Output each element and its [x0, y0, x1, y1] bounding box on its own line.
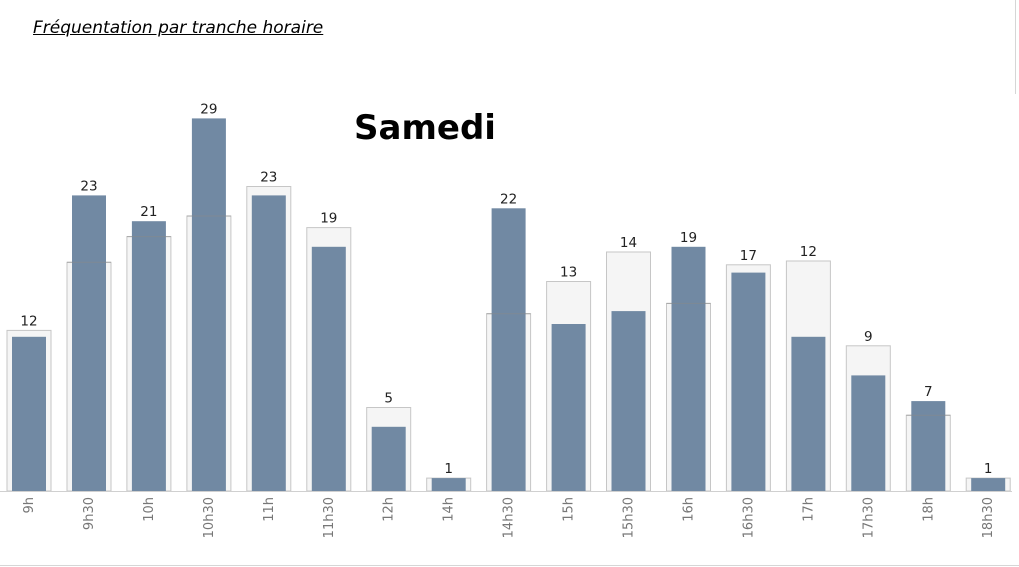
data-label: 17: [740, 248, 757, 264]
bar: [491, 208, 526, 492]
bottom-divider: [0, 565, 1019, 566]
x-tick-label: 17h30: [861, 497, 876, 538]
data-label: 19: [680, 230, 697, 246]
data-label: 14: [620, 235, 637, 251]
bar: [971, 478, 1006, 491]
bar: [311, 246, 346, 491]
x-tick-label: 11h30: [322, 497, 337, 538]
x-tick-label: 9h: [22, 497, 37, 514]
bars: [12, 118, 1006, 492]
bar: [251, 195, 286, 491]
bar: [791, 336, 826, 491]
x-tick-label: 17h: [801, 497, 816, 522]
data-label: 12: [20, 313, 37, 329]
data-label: 9: [864, 329, 873, 345]
data-label: 7: [924, 384, 933, 400]
x-tick-label: 18h: [921, 497, 936, 522]
chart-title: Samedi: [354, 108, 496, 148]
reference-lines: [67, 215, 951, 416]
data-label: 19: [320, 211, 337, 227]
data-label: 1: [444, 461, 453, 477]
x-tick-label: 10h30: [202, 497, 217, 538]
data-label: 12: [800, 244, 817, 260]
data-label: 29: [200, 101, 217, 117]
x-tick-label: 15h30: [622, 497, 637, 538]
x-tick-label: 15h: [562, 497, 577, 522]
x-tick-label: 14h30: [502, 497, 517, 538]
bar: [191, 118, 226, 492]
x-tick-labels: 9h 9h30 10h 10h30 11h 11h30 12h 14h 14h30 15h 15h3…: [0, 491, 1012, 538]
bar: [611, 311, 646, 491]
data-label: 21: [140, 204, 157, 220]
x-tick-label: 9h30: [82, 497, 97, 530]
bar: [371, 426, 406, 492]
bar: [12, 336, 46, 491]
x-tick-label: 14h: [442, 497, 457, 522]
bar: [551, 324, 586, 491]
x-tick-label: 12h: [382, 497, 397, 522]
bar: [131, 221, 166, 491]
data-label: 23: [260, 170, 277, 186]
data-label: 23: [80, 178, 97, 194]
bar: [72, 195, 106, 491]
x-tick-label: 16h: [682, 497, 697, 522]
x-tick-label: 16h30: [741, 497, 756, 538]
bar: [851, 375, 886, 491]
data-label: 22: [500, 191, 517, 207]
bar: [671, 246, 706, 491]
bar: [731, 272, 766, 491]
x-tick-label: 10h: [142, 497, 157, 522]
data-label: 13: [560, 265, 577, 281]
sheet-title: Fréquentation par tranche horaire: [33, 18, 324, 38]
bar: [431, 478, 466, 491]
x-tick-label: 18h30: [981, 497, 996, 538]
data-labels: 12 23 21 29 23 19 5 1 22 13 14 19 17 12 9 7 1: [20, 101, 992, 477]
data-label: 5: [384, 391, 393, 407]
panel-divider: [1015, 0, 1016, 94]
x-tick-label: 11h: [262, 497, 277, 522]
bar: [911, 401, 946, 491]
data-label: 1: [984, 461, 993, 477]
